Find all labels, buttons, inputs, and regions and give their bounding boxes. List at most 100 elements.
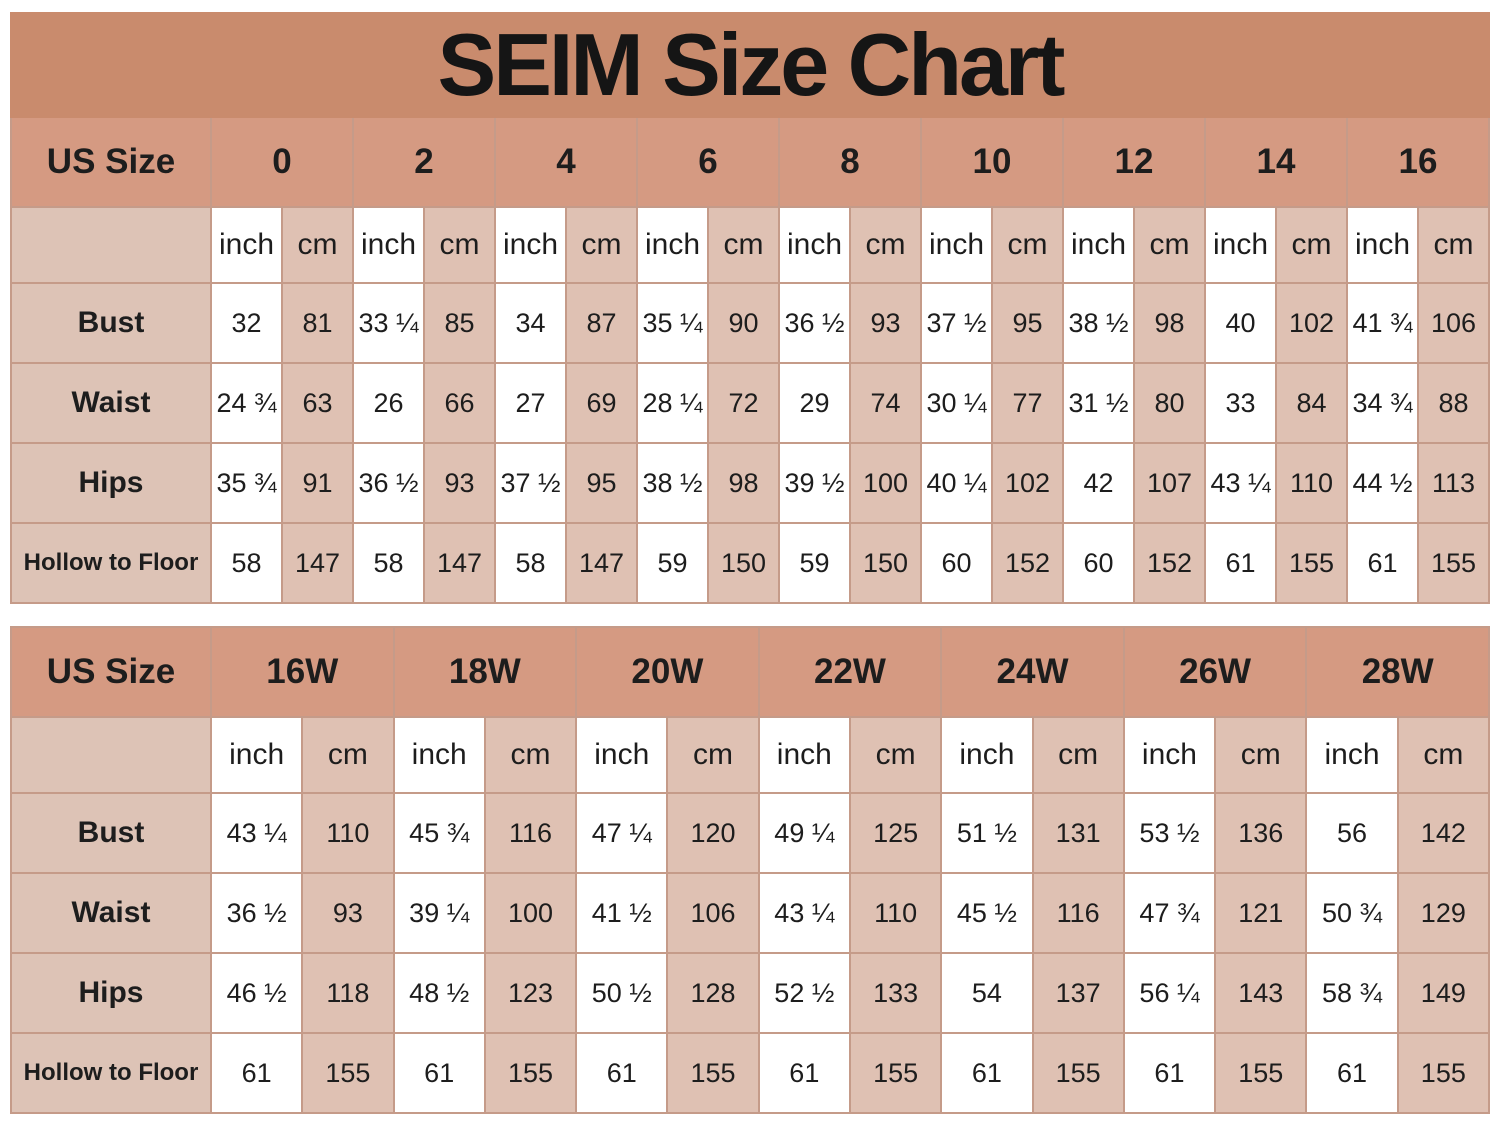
measurement-value-inch: 37 ½ [494,442,567,524]
measurement-row: Bust 43 ¼ 110 45 ¾ 116 47 ¼ 120 49 ¼ 125 51 ½ 131 5… [10,792,1491,874]
measurement-value-inch: 43 ¼ [1204,442,1277,524]
unit-header-inch: inch [636,206,709,284]
row-label: Waist [10,362,212,444]
measurement-value-inch: 32 [210,282,283,364]
measurement-value-inch: 60 [1062,522,1135,604]
unit-header-inch: inch [1346,206,1419,284]
measurement-value-cm: 66 [423,362,496,444]
measurement-value-inch: 46 ½ [209,952,304,1034]
measurement-value-cm: 81 [281,282,354,364]
measurement-row: Hollow to Floor 61 155 61 155 61 155 61 155 61 155… [10,1032,1491,1114]
measurement-value-inch: 41 ¾ [1346,282,1419,364]
size-column-header-8: 8 [778,116,922,208]
size-column-header-4: 4 [494,116,638,208]
measurement-row: Waist 36 ½ 93 39 ¼ 100 41 ½ 106 43 ¼ 110 45 ½ 116 4… [10,872,1491,954]
measurement-value-inch: 61 [757,1032,851,1114]
measurement-value-inch: 36 ½ [209,872,304,954]
unit-header-cm: cm [666,716,760,794]
measurement-value-inch: 58 [352,522,425,604]
measurement-value-cm: 100 [483,872,578,954]
unit-header-inch: inch [210,206,283,284]
measurement-value-cm: 155 [1417,522,1490,604]
measurement-value-inch: 47 ¼ [575,792,669,874]
us-size-header-row: US Size 0 2 4 6 8 10 12 14 16 [10,116,1490,208]
size-column-header-2: 2 [352,116,496,208]
measurement-value-inch: 37 ½ [920,282,993,364]
measurement-value-cm: 95 [991,282,1064,364]
row-label: Waist [10,872,212,954]
unit-header-inch: inch [352,206,425,284]
size-column-header-10: 10 [920,116,1064,208]
measurement-value-cm: 128 [666,952,760,1034]
measurement-value-inch: 61 [392,1032,486,1114]
measurement-value-cm: 102 [1275,282,1348,364]
measurement-value-inch: 59 [778,522,851,604]
measurement-value-cm: 110 [848,872,943,954]
measurement-value-cm: 98 [707,442,780,524]
unit-header-inch: inch [575,716,669,794]
unit-header-inch: inch [940,716,1034,794]
measurement-value-inch: 43 ¼ [209,792,304,874]
measurement-row: Hips 46 ½ 118 48 ½ 123 50 ½ 128 52 ½ 133 54 137 56 … [10,952,1491,1034]
measurement-value-inch: 61 [1346,522,1419,604]
measurement-value-inch: 34 [494,282,567,364]
measurement-value-inch: 59 [636,522,709,604]
unit-header-cm: cm [991,206,1064,284]
measurement-value-cm: 150 [707,522,780,604]
measurement-value-cm: 93 [423,442,496,524]
measurement-value-cm: 121 [1214,872,1308,954]
measurement-value-cm: 142 [1396,792,1491,874]
unit-header-cm: cm [281,206,354,284]
measurement-value-cm: 85 [423,282,496,364]
measurement-value-inch: 38 ½ [636,442,709,524]
measurement-value-cm: 110 [1275,442,1348,524]
measurement-value-inch: 41 ½ [575,872,669,954]
measurement-value-inch: 29 [778,362,851,444]
measurement-row: Hollow to Floor 58 147 58 147 58 147 59 150 59 150… [10,522,1490,604]
measurement-value-cm: 150 [849,522,922,604]
measurement-value-cm: 98 [1133,282,1206,364]
row-label: Hollow to Floor [10,1032,212,1114]
unit-header-cm: cm [483,716,578,794]
measurement-value-inch: 24 ¾ [210,362,283,444]
measurement-value-cm: 155 [1031,1032,1125,1114]
size-column-header-6: 6 [636,116,780,208]
measurement-value-inch: 50 ½ [575,952,669,1034]
unit-header-inch: inch [1204,206,1277,284]
unit-header-cm: cm [1214,716,1308,794]
unit-header-cm: cm [1417,206,1490,284]
size-column-header-24W: 24W [940,626,1125,718]
measurement-value-cm: 136 [1214,792,1308,874]
standard-size-table: SEIM Size Chart US Size 0 2 4 6 8 10 12 14 16 inch c… [10,12,1490,604]
plus-size-table: US Size 16W 18W 20W 22W 24W 26W 28W inch cm inch cm… [10,626,1491,1114]
measurement-value-inch: 60 [920,522,993,604]
measurement-value-cm: 84 [1275,362,1348,444]
measurement-value-cm: 116 [483,792,578,874]
measurement-value-cm: 155 [1275,522,1348,604]
unit-header-inch: inch [392,716,486,794]
unit-header-cm: cm [1275,206,1348,284]
measurement-value-inch: 52 ½ [757,952,851,1034]
measurement-value-cm: 123 [483,952,578,1034]
measurement-value-cm: 155 [1214,1032,1308,1114]
measurement-value-inch: 40 ¼ [920,442,993,524]
chart-title: SEIM Size Chart [10,12,1490,118]
measurement-value-inch: 30 ¼ [920,362,993,444]
measurement-value-cm: 93 [301,872,395,954]
measurement-value-inch: 31 ½ [1062,362,1135,444]
measurement-value-inch: 49 ¼ [757,792,851,874]
measurement-value-cm: 93 [849,282,922,364]
measurement-value-cm: 129 [1396,872,1491,954]
unit-header-blank [10,716,212,794]
row-label: Hips [10,952,212,1034]
unit-header-inch: inch [494,206,567,284]
measurement-value-inch: 42 [1062,442,1135,524]
measurement-value-inch: 33 [1204,362,1277,444]
measurement-value-cm: 110 [301,792,395,874]
measurement-value-cm: 69 [565,362,638,444]
measurement-value-inch: 58 [210,522,283,604]
unit-header-inch: inch [920,206,993,284]
measurement-value-inch: 28 ¼ [636,362,709,444]
